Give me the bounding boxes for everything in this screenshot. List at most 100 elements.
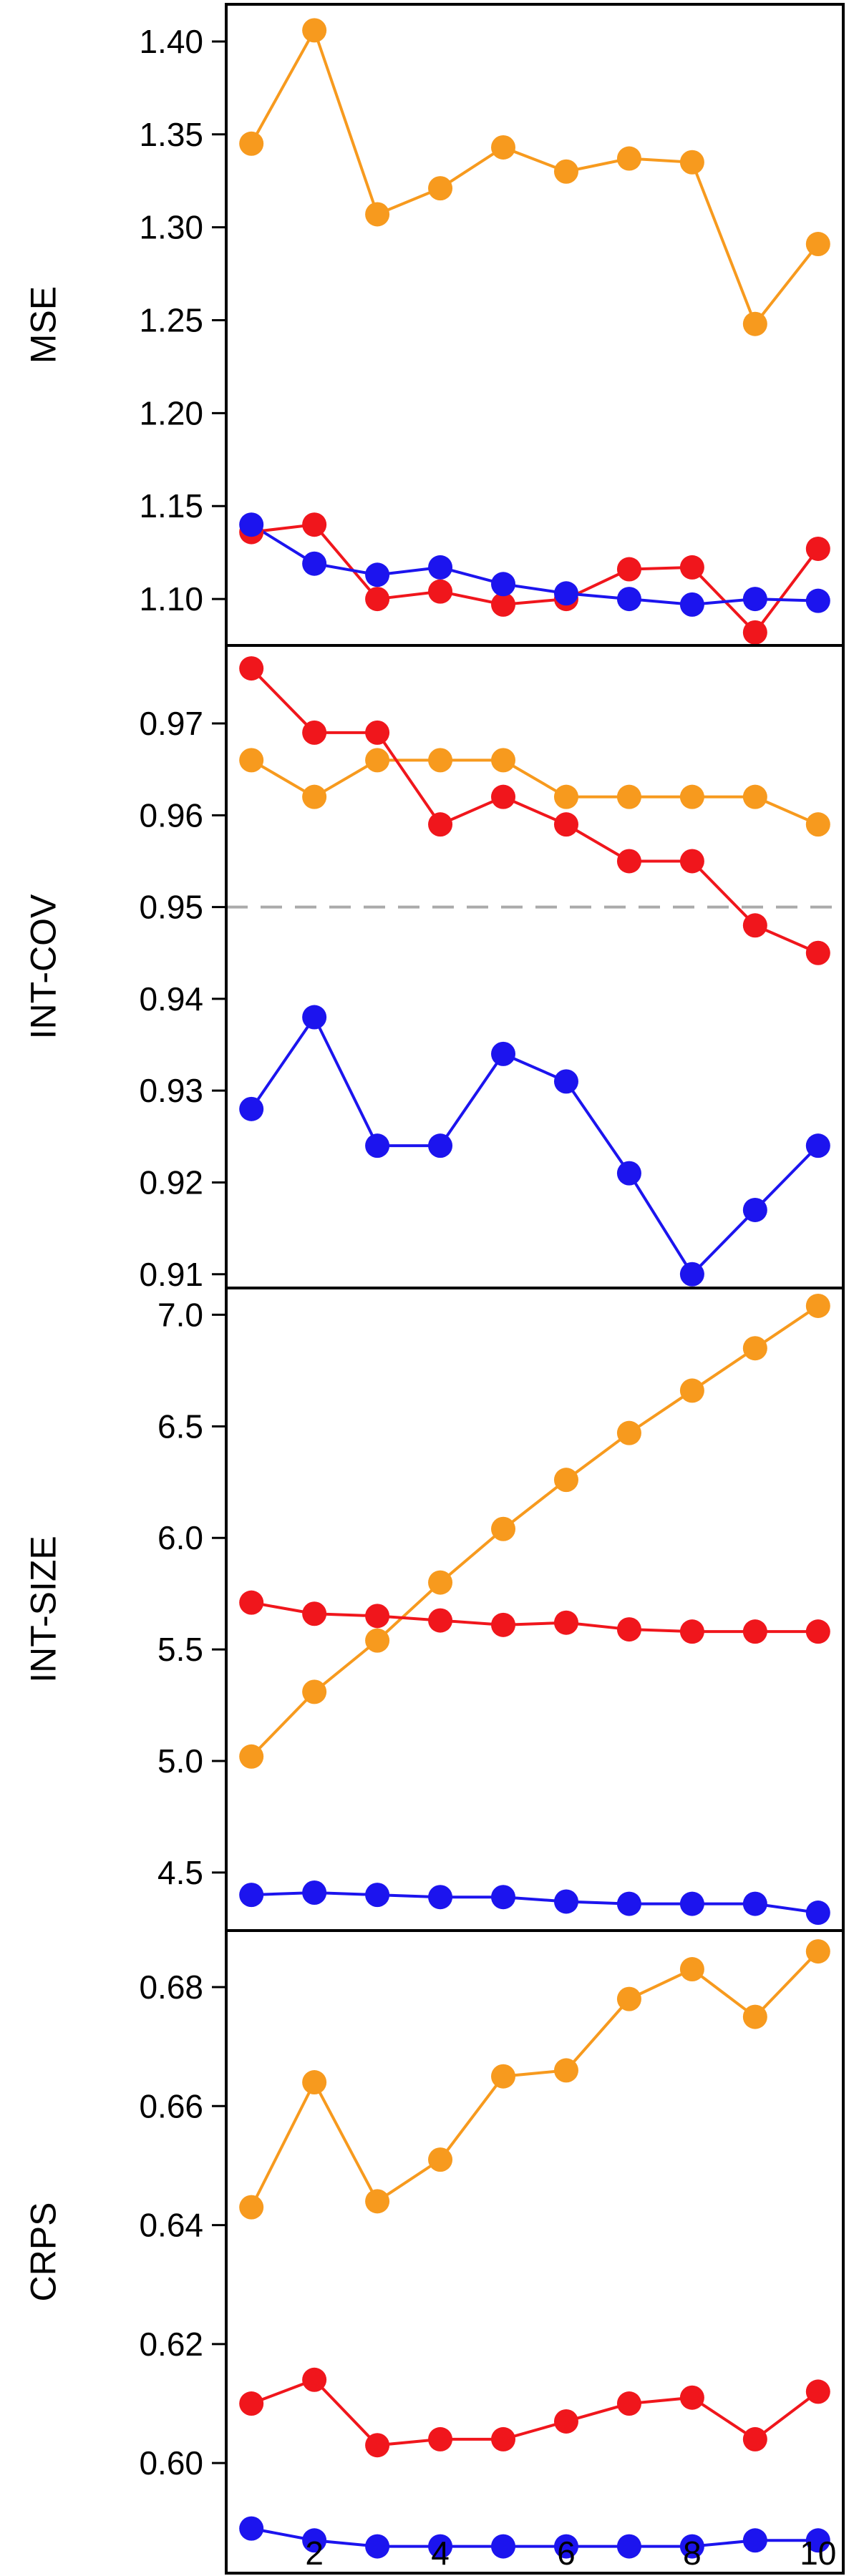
panel-1-ytick-label: 1.40 <box>139 23 203 60</box>
panel-2-ytick-label: 0.94 <box>139 980 203 1018</box>
panel-2-series-3-point <box>428 1133 453 1158</box>
panel-1-series-1-point <box>742 311 767 336</box>
panel-2-series-3-point <box>805 1133 830 1158</box>
panel-1-series-3-point <box>679 592 704 617</box>
panel-2-series-1-point <box>616 784 641 809</box>
panel-1-series-3-point <box>428 555 453 580</box>
panel-3-series-3-point <box>679 1891 704 1916</box>
panel-2-series-2-point <box>679 849 704 874</box>
panel-2-series-3-point <box>616 1161 641 1186</box>
panel-3-series-1-point <box>239 1744 264 1769</box>
panel-3-series-2-point <box>491 1612 516 1637</box>
panel-4-frame <box>225 1929 845 2575</box>
panel-2-ytick-label: 0.92 <box>139 1163 203 1201</box>
panel-4-series-2-point <box>742 2426 767 2451</box>
panel-4-xtick-label: 10 <box>800 2534 836 2572</box>
panel-3-series-3-point <box>428 1885 453 1910</box>
panel-1-series-3-point <box>491 572 516 597</box>
panel-1-series-1-line <box>250 26 820 327</box>
panel-1-series-3-line <box>251 523 818 606</box>
panel-4-series-2-point <box>679 2385 704 2410</box>
panel-4-xtick-label: 4 <box>431 2534 450 2572</box>
panel-1-ylabel: MSE <box>24 286 64 364</box>
panel-3-series-1-point <box>553 1468 578 1493</box>
panel-4-series-3-point <box>302 2528 327 2553</box>
panel-2-series-3-point <box>679 1262 704 1287</box>
panel-4-series-2-point <box>239 2391 264 2416</box>
panel-1-series-2-point <box>616 557 641 582</box>
panel-4-series-1-point <box>553 2058 578 2083</box>
panel-4-series-3-point <box>553 2534 578 2559</box>
panel-3-series-3-line <box>251 1890 819 1915</box>
panel-2-series-3-point <box>302 1005 327 1030</box>
panel-3-series-3-point <box>742 1891 767 1916</box>
panel-3-series-2-point <box>805 1619 830 1644</box>
panel-1-series-1-point <box>553 159 578 184</box>
panel-4-series-2-line <box>251 2378 820 2447</box>
panel-3-series-3-point <box>239 1883 264 1908</box>
panel-3-series-3-point <box>302 1880 327 1905</box>
panel-2-series-1-point <box>239 748 264 773</box>
panel-4-series-3-point <box>365 2534 390 2559</box>
panel-4-ytick-label: 0.62 <box>139 2326 203 2363</box>
panel-4-series-1-point <box>805 1939 830 1964</box>
panel-4-series-3-point <box>679 2534 704 2559</box>
panel-1-series-1-point <box>302 18 327 43</box>
panel-1-series-1-point <box>491 135 516 160</box>
panel-4-series-1-point <box>491 2064 516 2089</box>
panel-4-series-3-point <box>805 2528 830 2553</box>
panel-2-series-1-point <box>302 784 327 809</box>
panel-4-series-2-point <box>365 2433 390 2458</box>
panel-3-series-1-point <box>742 1336 767 1361</box>
panel-3-series-2-point <box>239 1590 264 1615</box>
panel-4-xtick-label: 8 <box>683 2534 702 2572</box>
panel-4-series-1-point <box>616 1986 641 2011</box>
panel-2-series-1-point <box>805 812 830 837</box>
panel-4-series-3-point <box>616 2534 641 2559</box>
panel-3-series-1-point <box>805 1293 830 1318</box>
panel-1-series-2-point <box>428 579 453 604</box>
panel-2-series-1-point <box>679 784 704 809</box>
panel-4-ytick-label: 0.64 <box>139 2207 203 2244</box>
panel-2-ytick-label: 0.95 <box>139 889 203 926</box>
panel-1-series-3-point <box>302 551 327 576</box>
panel-3-ytick-label: 7.0 <box>157 1296 203 1333</box>
panel-2-series-3-point <box>553 1069 578 1094</box>
panel-1-series-3-point <box>365 562 390 587</box>
panel-3-series-3-point <box>553 1889 578 1914</box>
panel-4-series-3-line <box>251 2527 818 2548</box>
panel-1-series-1-point <box>805 232 830 257</box>
panel-2-series-3-point <box>742 1197 767 1222</box>
panel-4-xtick-label: 2 <box>305 2534 324 2572</box>
panel-4-series-3-point <box>742 2528 767 2553</box>
panel-1-series-2-point <box>365 587 390 612</box>
panel-3-series-1-point <box>679 1378 704 1403</box>
panel-1-ytick-label: 1.20 <box>139 394 203 431</box>
panel-3-ytick-label: 6.5 <box>157 1407 203 1445</box>
panel-2-series-2-point <box>302 720 327 745</box>
panel-4-ytick-label: 0.66 <box>139 2087 203 2124</box>
panel-1-series-3-point <box>553 581 578 606</box>
panel-2-series-3-point <box>491 1041 516 1066</box>
panel-1-ytick-label: 1.25 <box>139 302 203 339</box>
panel-4-series-2-point <box>805 2379 830 2404</box>
panel-3-series-1-point <box>428 1570 453 1595</box>
panel-1-series-3-point <box>616 587 641 612</box>
panel-4-series-1-point <box>302 2070 327 2095</box>
panel-4-series-1-point <box>239 2195 264 2220</box>
panel-2-series-2-point <box>365 720 390 745</box>
panel-2-series-2-point <box>239 656 264 681</box>
panel-3-series-2-point <box>365 1604 390 1629</box>
panel-4-series-2-point <box>616 2391 641 2416</box>
panel-1-series-1-point <box>679 150 704 175</box>
panel-4-ytick-label: 0.60 <box>139 2444 203 2482</box>
panel-2-ylabel: INT-COV <box>24 894 64 1039</box>
panel-1-series-1-point <box>428 176 453 201</box>
panel-2-ytick-label: 0.93 <box>139 1072 203 1109</box>
panel-2-series-1-point <box>491 748 516 773</box>
panel-2-series-3-point <box>239 1096 264 1121</box>
panel-1-ytick-label: 1.30 <box>139 209 203 246</box>
panel-4-series-1-point <box>365 2189 390 2214</box>
panel-4-series-2-point <box>302 2367 327 2392</box>
panel-2-series-3-point <box>365 1133 390 1158</box>
